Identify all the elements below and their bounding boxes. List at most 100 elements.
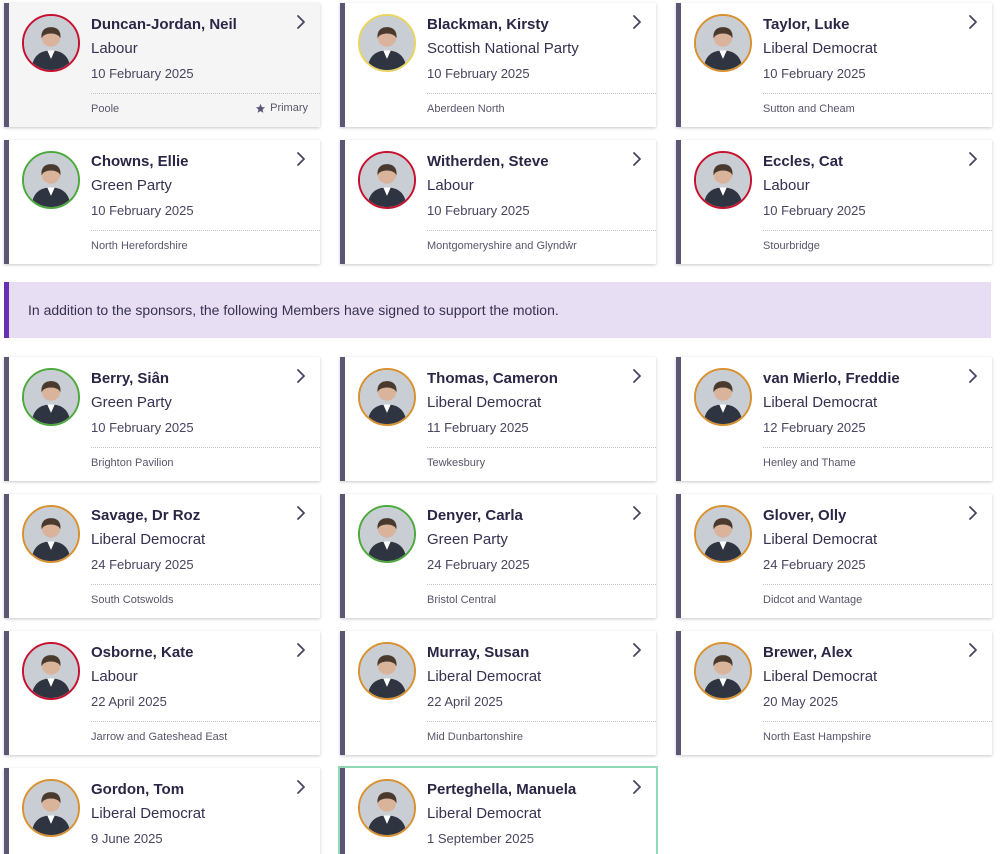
member-constituency: South Cotswolds: [91, 594, 174, 606]
member-name[interactable]: Denyer, Carla: [427, 507, 523, 524]
member-portrait: [22, 505, 80, 563]
chevron-right-icon[interactable]: [294, 778, 308, 796]
member-portrait: [22, 779, 80, 837]
member-portrait: [22, 151, 80, 209]
chevron-right-icon[interactable]: [966, 504, 980, 522]
member-portrait: [22, 368, 80, 426]
chevron-right-icon[interactable]: [294, 13, 308, 31]
member-portrait: [358, 14, 416, 72]
member-name[interactable]: Taylor, Luke: [763, 16, 850, 33]
notice-text: In addition to the sponsors, the followi…: [28, 302, 559, 318]
member-card[interactable]: Duncan-Jordan, Neil Labour 10 February 2…: [4, 3, 320, 127]
member-name[interactable]: Chowns, Ellie: [91, 153, 189, 170]
card-divider: [427, 93, 656, 94]
member-portrait: [358, 368, 416, 426]
card-divider: [427, 721, 656, 722]
member-party: Liberal Democrat: [427, 394, 542, 411]
chevron-right-icon[interactable]: [294, 367, 308, 385]
member-party: Liberal Democrat: [427, 805, 542, 822]
member-name[interactable]: Brewer, Alex: [763, 644, 853, 661]
member-name[interactable]: Murray, Susan: [427, 644, 530, 661]
portrait-image: [360, 507, 414, 561]
signed-date: 24 February 2025: [427, 557, 530, 572]
card-divider: [91, 584, 320, 585]
member-card[interactable]: Berry, Siân Green Party 10 February 2025…: [4, 357, 320, 481]
chevron-right-icon[interactable]: [630, 13, 644, 31]
member-constituency: Jarrow and Gateshead East: [91, 731, 228, 743]
member-name[interactable]: Glover, Olly: [763, 507, 847, 524]
signed-date: 10 February 2025: [91, 66, 194, 81]
member-name[interactable]: van Mierlo, Freddie: [763, 370, 900, 387]
member-card[interactable]: Osborne, Kate Labour 22 April 2025 Jarro…: [4, 631, 320, 755]
chevron-right-icon[interactable]: [630, 367, 644, 385]
member-constituency: Bristol Central: [427, 594, 497, 606]
signed-date: 22 April 2025: [427, 694, 503, 709]
portrait-image: [24, 507, 78, 561]
member-name[interactable]: Gordon, Tom: [91, 781, 185, 798]
member-name[interactable]: Thomas, Cameron: [427, 370, 558, 387]
member-constituency: Aberdeen North: [427, 103, 505, 115]
member-card[interactable]: Chowns, Ellie Green Party 10 February 20…: [4, 140, 320, 264]
member-card[interactable]: van Mierlo, Freddie Liberal Democrat 12 …: [676, 357, 992, 481]
member-card[interactable]: Perteghella, Manuela Liberal Democrat 1 …: [340, 768, 656, 854]
member-name[interactable]: Blackman, Kirsty: [427, 16, 549, 33]
chevron-right-icon[interactable]: [294, 641, 308, 659]
member-party: Liberal Democrat: [763, 40, 878, 57]
member-card[interactable]: Blackman, Kirsty Scottish National Party…: [340, 3, 656, 127]
member-card[interactable]: Taylor, Luke Liberal Democrat 10 Februar…: [676, 3, 992, 127]
signed-date: 10 February 2025: [763, 66, 866, 81]
member-constituency: Poole: [91, 103, 120, 115]
chevron-right-icon[interactable]: [630, 778, 644, 796]
member-name[interactable]: Osborne, Kate: [91, 644, 194, 661]
card-divider: [427, 447, 656, 448]
member-constituency: North Herefordshire: [91, 240, 188, 252]
chevron-right-icon[interactable]: [630, 150, 644, 168]
member-card[interactable]: Witherden, Steve Labour 10 February 2025…: [340, 140, 656, 264]
member-portrait: [694, 368, 752, 426]
member-party: Liberal Democrat: [763, 668, 878, 685]
member-card[interactable]: Eccles, Cat Labour 10 February 2025 Stou…: [676, 140, 992, 264]
member-party: Scottish National Party: [427, 40, 579, 57]
chevron-right-icon[interactable]: [294, 150, 308, 168]
card-divider: [427, 230, 656, 231]
member-portrait: [694, 151, 752, 209]
member-card[interactable]: Denyer, Carla Green Party 24 February 20…: [340, 494, 656, 618]
member-card[interactable]: Gordon, Tom Liberal Democrat 9 June 2025: [4, 768, 320, 854]
signed-date: 10 February 2025: [427, 66, 530, 81]
portrait-image: [696, 507, 750, 561]
chevron-right-icon[interactable]: [966, 641, 980, 659]
member-card[interactable]: Thomas, Cameron Liberal Democrat 11 Febr…: [340, 357, 656, 481]
signed-date: 24 February 2025: [763, 557, 866, 572]
member-portrait: [22, 14, 80, 72]
member-card[interactable]: Murray, Susan Liberal Democrat 22 April …: [340, 631, 656, 755]
member-party: Labour: [91, 668, 138, 685]
member-name[interactable]: Savage, Dr Roz: [91, 507, 201, 524]
portrait-image: [360, 153, 414, 207]
member-card[interactable]: Glover, Olly Liberal Democrat 24 Februar…: [676, 494, 992, 618]
star-icon: [256, 103, 266, 113]
portrait-image: [360, 781, 414, 835]
chevron-right-icon[interactable]: [966, 13, 980, 31]
signed-date: 20 May 2025: [763, 694, 839, 709]
chevron-right-icon[interactable]: [630, 504, 644, 522]
chevron-right-icon[interactable]: [966, 150, 980, 168]
portrait-image: [360, 370, 414, 424]
member-name[interactable]: Eccles, Cat: [763, 153, 844, 170]
member-card[interactable]: Brewer, Alex Liberal Democrat 20 May 202…: [676, 631, 992, 755]
signed-date: 11 February 2025: [427, 420, 529, 435]
portrait-image: [696, 153, 750, 207]
member-card[interactable]: Savage, Dr Roz Liberal Democrat 24 Febru…: [4, 494, 320, 618]
signed-date: 9 June 2025: [91, 831, 163, 846]
member-name[interactable]: Duncan-Jordan, Neil: [91, 16, 237, 33]
signed-date: 10 February 2025: [91, 420, 194, 435]
portrait-image: [696, 370, 750, 424]
member-name[interactable]: Witherden, Steve: [427, 153, 549, 170]
member-name[interactable]: Berry, Siân: [91, 370, 170, 387]
member-constituency: Brighton Pavilion: [91, 457, 174, 469]
chevron-right-icon[interactable]: [294, 504, 308, 522]
member-portrait: [694, 505, 752, 563]
chevron-right-icon[interactable]: [966, 367, 980, 385]
chevron-right-icon[interactable]: [630, 641, 644, 659]
member-name[interactable]: Perteghella, Manuela: [427, 781, 577, 798]
supporters-list: Berry, Siân Green Party 10 February 2025…: [4, 357, 992, 854]
